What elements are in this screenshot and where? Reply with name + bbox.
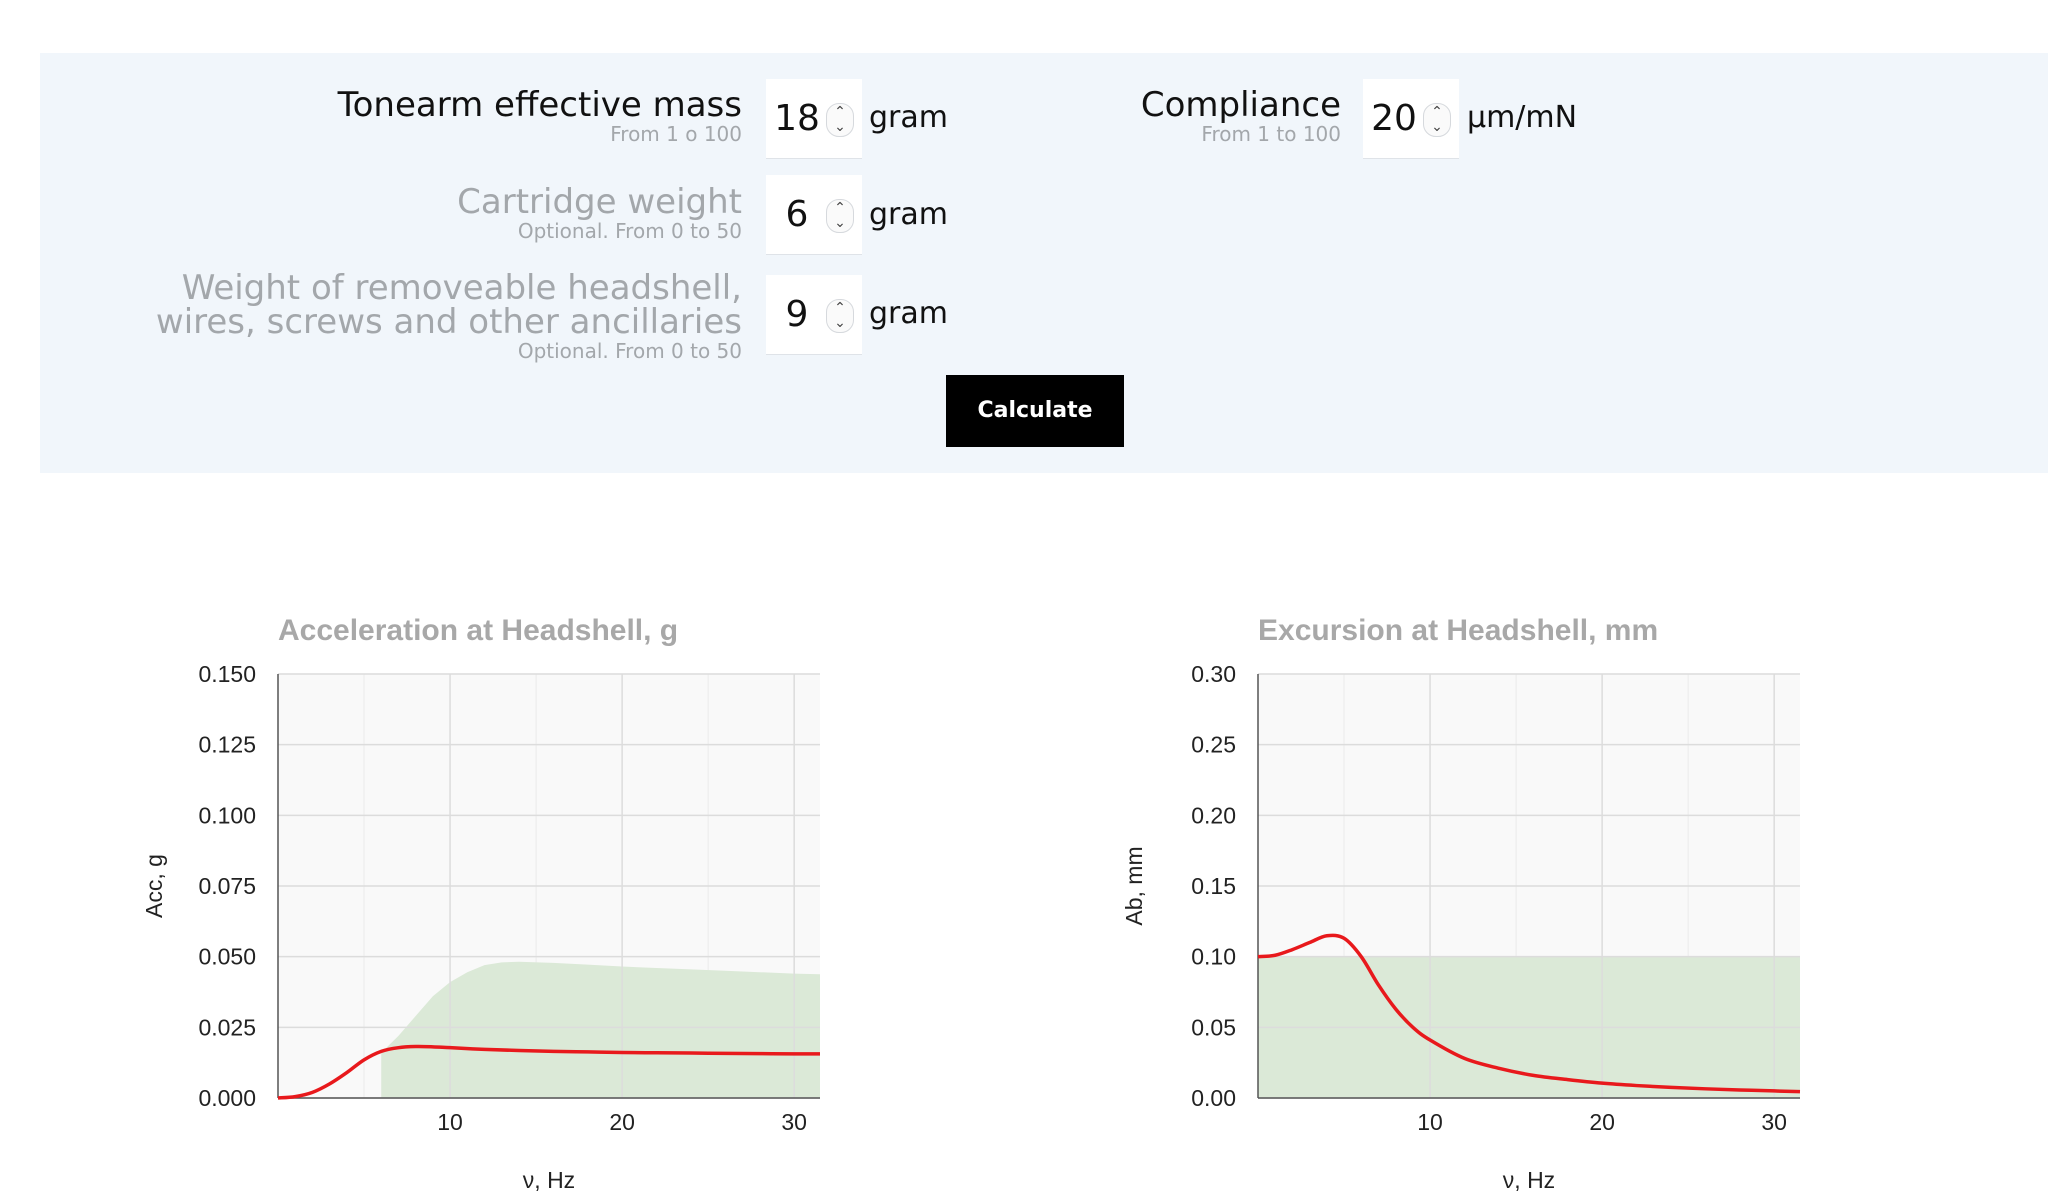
cartridge-weight-label: Cartridge weight	[457, 182, 742, 222]
x-tick-label: 30	[1761, 1109, 1787, 1135]
y-tick-label: 0.150	[198, 661, 256, 687]
cartridge-weight-label-group: Cartridge weight Optional. From 0 to 50	[142, 185, 742, 241]
y-tick-label: 0.100	[198, 802, 256, 828]
chevron-down-icon[interactable]: ⌄	[834, 119, 846, 135]
response-line	[1257, 933, 1801, 1094]
x-tick-label: 10	[437, 1109, 463, 1135]
y-tick-label: 0.10	[1191, 944, 1236, 970]
calculate-button[interactable]: Calculate	[946, 375, 1124, 447]
tonearm-mass-label: Tonearm effective mass	[337, 85, 742, 125]
y-tick-label: 0.000	[198, 1085, 256, 1111]
y-tick-label: 0.25	[1191, 732, 1236, 758]
headshell-weight-label-line1: Weight of removeable headshell,	[181, 268, 742, 308]
chevron-up-icon[interactable]: ⌃	[834, 300, 846, 316]
headshell-weight-label-group: Weight of removeable headshell, wires, s…	[142, 271, 742, 361]
tonearm-mass-hint: From 1 o 100	[610, 122, 742, 146]
y-tick-label: 0.20	[1191, 802, 1236, 828]
chevron-down-icon[interactable]: ⌄	[834, 215, 846, 231]
compliance-stepper[interactable]: ⌃ ⌄	[1423, 103, 1451, 137]
headshell-weight-hint: Optional. From 0 to 50	[517, 339, 742, 363]
x-tick-label: 20	[1589, 1109, 1615, 1135]
chart-title: Excursion at Headshell, mm	[1258, 614, 1658, 647]
chevron-up-icon[interactable]: ⌃	[834, 104, 846, 120]
headshell-weight-stepper[interactable]: ⌃ ⌄	[826, 299, 854, 333]
compliance-hint: From 1 to 100	[1201, 122, 1341, 146]
cartridge-weight-value: 6	[785, 194, 809, 235]
headshell-weight-unit: gram	[869, 296, 948, 331]
chevron-up-icon[interactable]: ⌃	[1431, 104, 1443, 120]
cartridge-weight-unit: gram	[869, 197, 948, 232]
y-tick-label: 0.075	[198, 873, 256, 899]
safe-zone-area	[381, 961, 820, 1098]
y-axis-label: Ab, mm	[1121, 846, 1147, 925]
y-tick-label: 0.15	[1191, 873, 1236, 899]
x-axis-label: ν, Hz	[523, 1167, 575, 1193]
chevron-up-icon[interactable]: ⌃	[834, 200, 846, 216]
chart-title: Acceleration at Headshell, g	[278, 614, 678, 647]
tonearm-mass-value: 18	[774, 98, 820, 139]
cartridge-weight-input[interactable]: 6 ⌃ ⌄	[766, 175, 862, 255]
tonearm-mass-unit: gram	[869, 100, 948, 135]
compliance-input[interactable]: 20 ⌃ ⌄	[1363, 79, 1459, 159]
compliance-unit: µm/mN	[1467, 100, 1578, 135]
x-axis-label: ν, Hz	[1503, 1167, 1555, 1193]
headshell-weight-input[interactable]: 9 ⌃ ⌄	[766, 275, 862, 355]
y-tick-label: 0.05	[1191, 1014, 1236, 1040]
chevron-down-icon[interactable]: ⌄	[834, 315, 846, 331]
headshell-weight-value: 9	[785, 294, 809, 335]
y-tick-label: 0.00	[1191, 1085, 1236, 1111]
compliance-label: Compliance	[1140, 85, 1341, 125]
acceleration-chart: 0.000 0.025 0.050 0.075 0.100 0.125 0.150 10 20 3…	[141, 614, 821, 1193]
x-tick-label: 30	[781, 1109, 807, 1135]
x-tick-label: 10	[1417, 1109, 1443, 1135]
y-tick-label: 0.125	[198, 732, 256, 758]
y-axis-label: Acc, g	[141, 854, 167, 918]
headshell-weight-label-line2: wires, screws and other ancillaries	[155, 302, 742, 342]
compliance-label-group: Compliance From 1 to 100	[741, 88, 1341, 144]
x-tick-label: 20	[609, 1109, 635, 1135]
response-line	[277, 1044, 821, 1100]
compliance-value: 20	[1371, 98, 1417, 139]
y-tick-label: 0.30	[1191, 661, 1236, 687]
tonearm-mass-label-group: Tonearm effective mass From 1 o 100	[142, 88, 742, 144]
y-tick-label: 0.025	[198, 1014, 256, 1040]
chevron-down-icon[interactable]: ⌄	[1431, 119, 1443, 135]
tonearm-mass-input[interactable]: 18 ⌃ ⌄	[766, 79, 862, 159]
cartridge-weight-hint: Optional. From 0 to 50	[517, 219, 742, 243]
tonearm-mass-stepper[interactable]: ⌃ ⌄	[826, 103, 854, 137]
cartridge-weight-stepper[interactable]: ⌃ ⌄	[826, 199, 854, 233]
excursion-chart: 0.00 0.05 0.10 0.15 0.20 0.25 0.30 10 20 30 Excurs…	[1121, 614, 1801, 1193]
y-tick-label: 0.050	[198, 944, 256, 970]
